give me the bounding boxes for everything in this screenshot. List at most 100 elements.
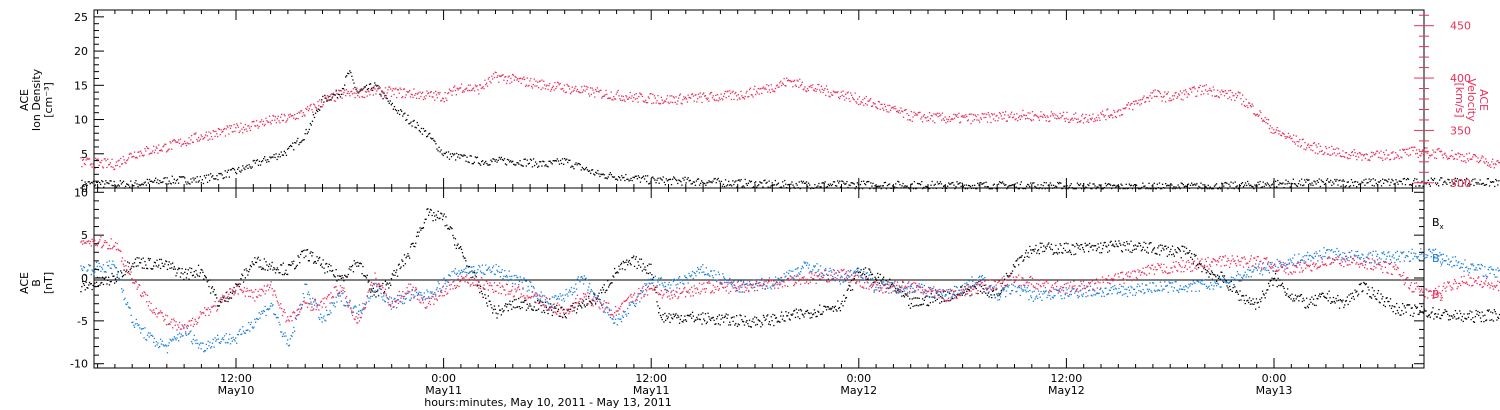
data-point <box>1183 250 1185 252</box>
data-point <box>114 265 116 267</box>
data-point <box>250 266 252 268</box>
data-point <box>243 332 246 334</box>
data-point <box>576 164 578 166</box>
data-point <box>1463 155 1465 158</box>
data-point <box>105 160 107 162</box>
data-point <box>592 89 594 91</box>
data-point <box>1149 242 1151 244</box>
data-point <box>763 88 765 90</box>
data-point <box>807 312 810 314</box>
data-point <box>943 119 945 121</box>
data-point <box>178 267 181 270</box>
data-point <box>1311 182 1313 184</box>
data-point <box>806 309 809 312</box>
data-point <box>244 332 246 334</box>
data-point <box>1319 145 1322 147</box>
data-point <box>352 307 355 309</box>
data-point <box>771 88 773 90</box>
data-point <box>1469 158 1471 160</box>
data-point <box>153 337 156 340</box>
data-point <box>709 93 711 95</box>
data-point <box>1087 183 1089 186</box>
data-point <box>877 185 879 187</box>
data-point <box>123 159 125 161</box>
data-point <box>328 313 330 316</box>
data-point <box>903 186 905 188</box>
data-point <box>793 80 795 83</box>
data-point <box>980 118 983 120</box>
data-point <box>184 177 186 179</box>
data-point <box>127 261 129 263</box>
data-point <box>358 91 360 93</box>
data-point <box>1327 300 1329 302</box>
data-point <box>206 281 208 283</box>
data-point <box>961 182 963 184</box>
data-point <box>1443 181 1445 183</box>
data-point <box>794 187 796 189</box>
data-point <box>1129 251 1131 253</box>
data-point <box>789 319 791 321</box>
data-point <box>1477 310 1479 313</box>
data-point <box>619 98 621 100</box>
data-point <box>472 276 474 278</box>
data-point <box>386 92 388 94</box>
data-point <box>1325 147 1328 150</box>
data-point <box>895 288 897 290</box>
data-point <box>1252 298 1254 300</box>
data-point <box>210 347 212 349</box>
data-point <box>721 97 723 100</box>
data-point <box>249 268 251 271</box>
data-point <box>516 79 518 81</box>
data-point <box>347 273 349 276</box>
data-point <box>529 80 531 82</box>
data-point <box>915 187 918 190</box>
data-point <box>1264 183 1266 185</box>
data-point <box>730 98 733 101</box>
data-point <box>142 327 144 330</box>
data-point <box>460 83 463 85</box>
data-point <box>1018 188 1020 190</box>
data-point <box>1041 242 1043 244</box>
data-point <box>796 79 798 81</box>
data-point <box>1478 314 1480 317</box>
data-point <box>1296 140 1298 143</box>
data-point <box>287 339 289 341</box>
data-point <box>563 308 565 310</box>
data-point <box>536 163 538 165</box>
data-point <box>413 119 415 122</box>
data-point <box>531 166 534 168</box>
data-point <box>1440 317 1442 320</box>
data-point <box>479 285 482 287</box>
data-point <box>1114 246 1116 248</box>
data-point <box>1140 250 1143 252</box>
data-point <box>1399 314 1401 316</box>
data-point <box>303 297 305 299</box>
data-point <box>1299 146 1302 148</box>
data-point <box>870 271 872 273</box>
data-point <box>271 261 273 264</box>
data-point <box>608 284 611 286</box>
data-point <box>1090 188 1092 190</box>
data-point <box>771 182 773 184</box>
data-point <box>295 318 297 320</box>
data-point <box>299 142 301 144</box>
data-point <box>500 314 502 316</box>
data-point <box>841 94 843 96</box>
data-point <box>890 107 893 109</box>
data-point <box>868 100 870 102</box>
data-point <box>297 137 299 140</box>
data-point <box>277 115 279 117</box>
data-point <box>1236 291 1239 293</box>
data-point <box>453 86 455 89</box>
data-point <box>285 269 287 271</box>
data-point <box>995 115 997 117</box>
data-point <box>1201 90 1203 92</box>
data-point <box>1258 306 1260 308</box>
data-point <box>606 93 608 95</box>
data-point <box>691 183 693 185</box>
data-point <box>1196 95 1198 97</box>
data-point <box>762 186 764 188</box>
data-point <box>659 307 661 309</box>
data-point <box>1001 118 1003 120</box>
data-point <box>383 291 386 293</box>
